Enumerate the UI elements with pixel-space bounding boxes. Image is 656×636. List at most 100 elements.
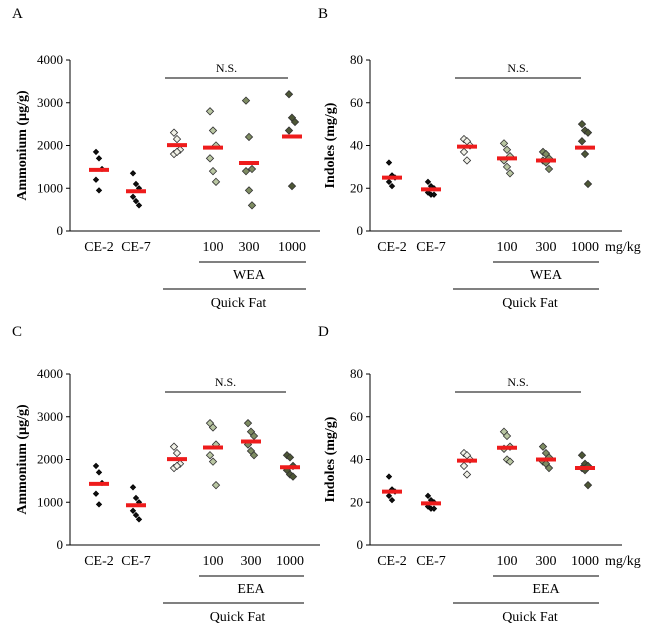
data-point <box>172 461 182 471</box>
data-point <box>135 202 143 209</box>
x-category-label: 100 <box>203 554 224 569</box>
chart-panel-d: D 0 20 40 60 80 Indoles (mg/g) CE-2 CE-7 100 300 10… <box>318 324 641 625</box>
significance-label: N.S. <box>216 61 237 75</box>
extract-label: EEA <box>237 582 265 597</box>
data-point <box>583 179 593 189</box>
data-point <box>290 117 300 127</box>
data-point <box>247 201 257 210</box>
x-category-label: 100 <box>497 240 518 255</box>
significance-label: N.S. <box>507 375 528 389</box>
unit-label: mg/kg <box>605 554 641 569</box>
data-point <box>538 442 548 451</box>
data-point <box>505 169 515 178</box>
data-point <box>385 178 393 186</box>
x-category-label: 1000 <box>276 554 304 569</box>
y-tick-label: 4000 <box>37 366 63 381</box>
data-point <box>244 132 254 142</box>
data-point <box>129 193 137 200</box>
y-tick-label: 1000 <box>37 180 63 195</box>
data-point <box>208 457 218 466</box>
data-point <box>459 461 469 471</box>
data-point <box>430 191 438 198</box>
data-point <box>132 511 140 519</box>
data-point <box>580 149 590 159</box>
group-label: Quick Fat <box>210 610 266 625</box>
data-point <box>284 90 294 99</box>
y-tick-label: 1000 <box>37 494 63 509</box>
data-point <box>544 164 554 174</box>
x-category-label: 300 <box>239 240 260 255</box>
x-category-label: CE-7 <box>416 240 446 255</box>
x-category-label: CE-7 <box>121 240 151 255</box>
data-point <box>92 148 100 156</box>
panel-label: A <box>12 6 23 22</box>
data-point <box>208 423 218 432</box>
data-point <box>388 182 396 190</box>
data-point <box>385 159 393 166</box>
data-point <box>462 470 472 479</box>
y-tick-label: 0 <box>357 223 364 238</box>
y-tick-label: 40 <box>350 452 363 467</box>
data-point <box>287 181 297 191</box>
data-point <box>205 107 215 116</box>
data-point <box>92 462 100 470</box>
panel-label: C <box>12 324 22 340</box>
x-category-label: CE-2 <box>84 554 114 569</box>
data-point <box>288 472 298 481</box>
data-point <box>129 507 137 514</box>
data-point <box>132 197 140 205</box>
y-axis-title: Indoles (mg/g) <box>323 102 338 188</box>
x-category-label: 1000 <box>278 240 306 255</box>
data-point <box>132 180 140 188</box>
y-axis-title: Indoles (mg/g) <box>323 416 338 502</box>
data-point <box>241 96 251 105</box>
data-point <box>244 186 254 195</box>
data-point <box>583 128 593 137</box>
y-axis-title: Ammonium (µg/g) <box>15 404 30 515</box>
data-point <box>241 166 251 176</box>
data-point <box>502 162 512 172</box>
y-tick-label: 60 <box>350 409 363 424</box>
chart-panel-c: C 0 1000 2000 3000 4000 Ammonium (µg/g) CE-2 CE-… <box>12 324 320 625</box>
group-label: Quick Fat <box>502 610 558 625</box>
y-tick-label: 40 <box>350 138 363 153</box>
y-axis-title: Ammonium (µg/g) <box>15 90 30 201</box>
x-category-label: 100 <box>497 554 518 569</box>
data-point <box>577 451 587 460</box>
x-category-label: CE-2 <box>377 240 407 255</box>
data-point <box>424 492 432 500</box>
panel-label: D <box>318 324 329 340</box>
data-point <box>95 501 103 508</box>
group-label: Quick Fat <box>211 296 267 311</box>
y-tick-label: 80 <box>350 366 363 381</box>
chart-panel-b: B 0 20 40 60 80 Indoles (mg/g) CE-2 CE-7 100 300 10… <box>318 6 641 311</box>
data-point <box>577 137 587 146</box>
x-category-label: CE-7 <box>416 554 446 569</box>
data-point <box>211 177 221 187</box>
data-point <box>129 484 137 491</box>
data-point <box>385 492 393 500</box>
data-point <box>424 178 432 186</box>
data-point <box>243 418 253 428</box>
data-point <box>95 155 103 162</box>
y-tick-label: 3000 <box>37 95 63 110</box>
significance-label: N.S. <box>507 61 528 75</box>
data-point <box>505 457 515 466</box>
data-point <box>205 451 215 460</box>
extract-label: WEA <box>233 268 266 283</box>
x-category-label: 1000 <box>571 554 599 569</box>
extract-label: WEA <box>530 268 563 283</box>
y-tick-label: 0 <box>57 537 64 552</box>
y-tick-label: 2000 <box>37 452 63 467</box>
x-category-label: CE-2 <box>377 554 407 569</box>
data-point <box>169 128 179 137</box>
data-point <box>544 463 554 473</box>
y-tick-label: 0 <box>357 537 364 552</box>
data-point <box>92 176 100 183</box>
data-point <box>462 156 472 165</box>
x-category-label: 300 <box>241 554 262 569</box>
x-category-label: 100 <box>203 240 224 255</box>
group-label: Quick Fat <box>502 296 558 311</box>
data-point <box>208 166 218 176</box>
data-point <box>172 448 182 458</box>
